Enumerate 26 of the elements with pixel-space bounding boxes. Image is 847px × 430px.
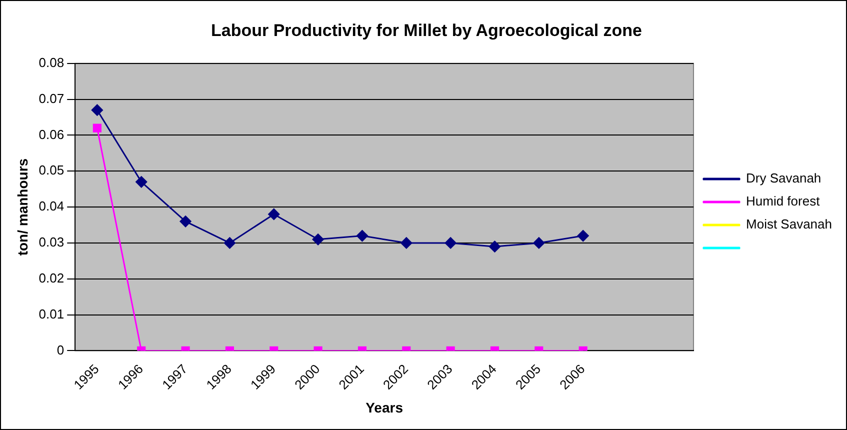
x-axis-title: Years [366,399,404,416]
point [356,230,368,242]
y-tick-label: 0.01 [38,306,64,322]
y-tick-label: 0.08 [38,54,64,70]
legend-label: Dry Savanah [746,170,822,186]
point [268,208,280,220]
chart-title: Labour Productivity for Millet by Agroecological zone [210,20,642,40]
point [577,230,589,242]
point [136,176,148,188]
y-tick-label: 0 [56,342,64,358]
point [400,237,412,249]
point [180,216,192,228]
y-tick-label: 0.05 [38,162,64,178]
y-tick-label: 0.03 [38,234,64,250]
y-axis-title: ton/ manhours [14,158,30,256]
legend-label: Moist Savanah [746,216,832,232]
point [224,237,236,249]
legend-label: Humid forest [746,194,820,209]
y-tick-label: 0.04 [38,198,64,214]
point [488,240,500,252]
point [444,237,456,249]
y-tick-label: 0.02 [38,270,64,286]
y-tick-label: 0.07 [38,90,64,106]
y-tick-label: 0.06 [38,126,64,142]
point [533,237,545,249]
point [312,234,324,246]
